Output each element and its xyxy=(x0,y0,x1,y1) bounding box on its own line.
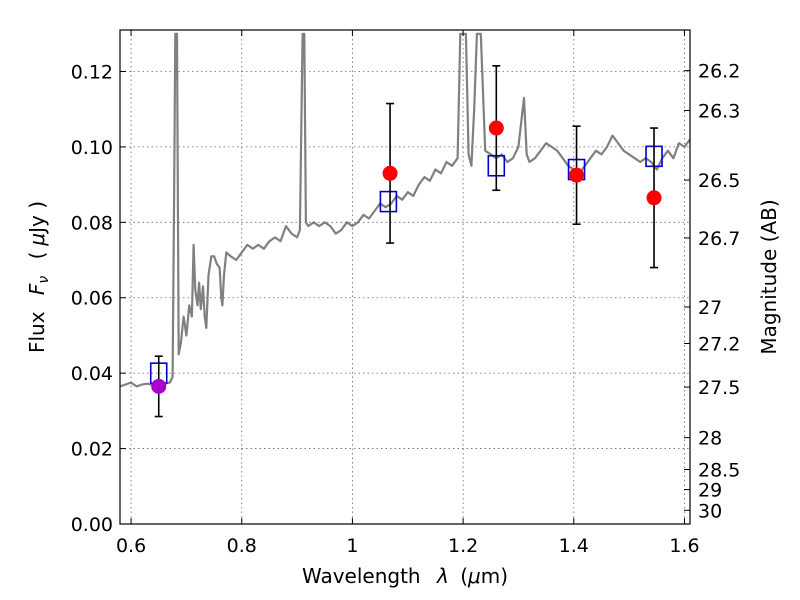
y-axis-label: Flux Fν ( μJy ) xyxy=(25,201,53,353)
observed-flux-point xyxy=(151,378,167,394)
y-axis-label-word: Flux xyxy=(25,311,49,353)
y-axis-label-symbol: F xyxy=(25,283,49,295)
right-tick-label: 28 xyxy=(698,428,722,450)
x-axis-label: Wavelength λ (μm) xyxy=(302,564,508,588)
x-tick-label: 1.2 xyxy=(448,535,478,557)
right-tick-label: 26.7 xyxy=(698,228,740,250)
right-tick-label: 28.5 xyxy=(698,459,740,481)
right-tick-label: 26.2 xyxy=(698,61,740,83)
x-tick-label: 1.6 xyxy=(669,535,699,557)
y-tick-label: 0.10 xyxy=(71,137,113,159)
x-tick-label: 0.6 xyxy=(116,535,146,557)
axis-ticks: 0.6 0.8 1 1.2 1.4 1.6 0.00 0.02 0.04 0.06 0.08 0.10… xyxy=(71,30,740,557)
observed-flux-point xyxy=(569,167,585,183)
x-axis-label-word: Wavelength xyxy=(302,564,421,588)
model-flux-marker xyxy=(379,190,398,213)
x-axis-label-open: ( xyxy=(460,564,468,588)
right-tick-label: 29 xyxy=(698,480,722,502)
x-tick-label: 1 xyxy=(346,535,358,557)
right-tick-label: 30 xyxy=(698,500,722,522)
plot-area xyxy=(120,32,690,388)
y-axis-label-rest: Jy ) xyxy=(25,201,49,235)
y-axis-label-open: ( xyxy=(25,252,49,260)
plot-frame xyxy=(119,29,691,525)
right-tick-label: 26.3 xyxy=(698,101,740,123)
y-axis-label-mu: μ xyxy=(25,233,49,247)
grid-lines xyxy=(120,30,690,525)
observed-flux-point xyxy=(488,120,504,136)
right-axis-label: Magnitude (AB) xyxy=(757,199,781,354)
observed-flux-point xyxy=(382,165,398,181)
x-axis-label-mu: μ xyxy=(467,564,481,588)
y-axis-label-sub: ν xyxy=(36,276,52,284)
right-tick-label: 27.2 xyxy=(698,334,740,356)
y-tick-label: 0.04 xyxy=(71,363,113,385)
observed-flux-point xyxy=(646,190,662,206)
x-axis-label-rest: m) xyxy=(481,564,508,588)
markers xyxy=(149,65,663,418)
right-tick-label: 27.5 xyxy=(698,377,740,399)
y-tick-label: 0.12 xyxy=(71,61,113,83)
x-tick-label: 0.8 xyxy=(227,535,257,557)
y-tick-label: 0.02 xyxy=(71,439,113,461)
right-tick-label: 26.5 xyxy=(698,170,740,192)
right-tick-label: 27 xyxy=(698,297,722,319)
y-tick-label: 0.08 xyxy=(71,212,113,234)
model-spectrum-line xyxy=(120,32,690,388)
y-tick-label: 0.06 xyxy=(71,288,113,310)
y-tick-label: 0.00 xyxy=(71,514,113,536)
x-tick-label: 1.4 xyxy=(559,535,589,557)
x-axis-label-symbol: λ xyxy=(436,564,449,588)
